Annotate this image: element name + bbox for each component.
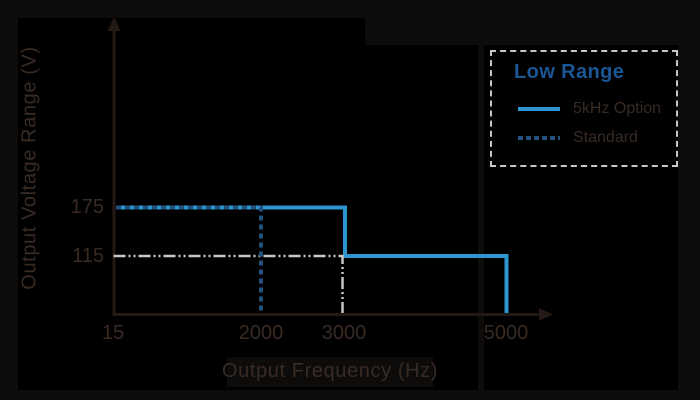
y-axis-arrowhead-icon bbox=[107, 17, 121, 31]
y-tick-label: 115 bbox=[72, 245, 104, 267]
legend-item-standard: Standard bbox=[518, 129, 638, 147]
x-axis-title: Output Frequency (Hz) bbox=[221, 360, 439, 382]
legend-background-panel bbox=[484, 45, 678, 390]
x-tick-label: 2000 bbox=[238, 322, 284, 344]
series-115-v-guide bbox=[113, 254, 344, 313]
legend: Low Range 5kHz Option Standard bbox=[490, 50, 678, 167]
x-tick-label: 15 bbox=[101, 322, 125, 344]
x-title-background-panel bbox=[227, 357, 433, 387]
series-5khz-option bbox=[116, 205, 509, 313]
chart-background-panel-step bbox=[365, 45, 478, 390]
chart-background-panel bbox=[18, 18, 365, 390]
axes-group bbox=[107, 17, 553, 321]
legend-item-label: Standard bbox=[573, 129, 638, 146]
dashed-line-swatch-icon bbox=[518, 136, 560, 140]
y-axis-title: Output Voltage Range (V) bbox=[18, 46, 41, 290]
legend-title: Low Range bbox=[514, 61, 625, 83]
legend-item-label: 5kHz Option bbox=[573, 100, 662, 117]
x-tick-label: 3000 bbox=[321, 322, 367, 344]
y-tick-label: 175 bbox=[70, 196, 104, 218]
solid-line-swatch-icon bbox=[518, 107, 560, 111]
series-layer bbox=[113, 205, 509, 313]
legend-item-5khz-option: 5kHz Option bbox=[518, 100, 661, 118]
series-standard bbox=[116, 205, 263, 313]
x-axis-arrowhead-icon bbox=[539, 308, 553, 321]
x-tick-label: 5000 bbox=[483, 322, 529, 344]
